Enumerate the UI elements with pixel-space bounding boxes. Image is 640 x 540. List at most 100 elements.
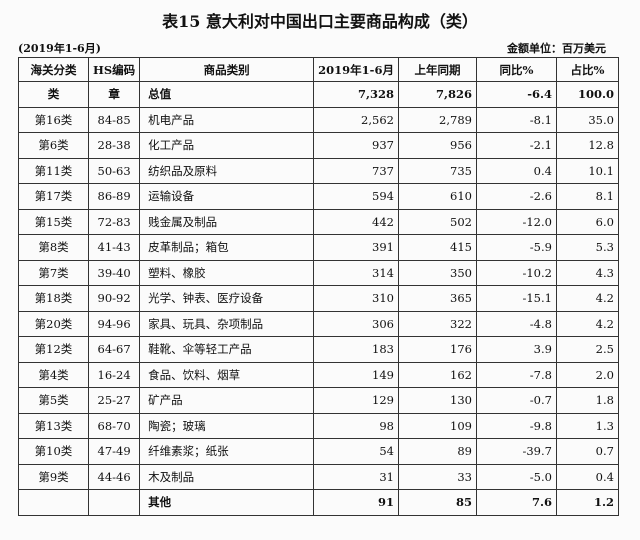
table-row: 第10类 47-49 纤维素浆；纸张 54 89 -39.7 0.7 — [18, 438, 619, 465]
cell: 第15类 — [18, 208, 89, 235]
table-row: 第12类 64-67 鞋靴、伞等轻工产品 183 176 3.9 2.5 — [18, 336, 619, 363]
cell: 176 — [397, 336, 477, 363]
cell: 314 — [313, 259, 399, 286]
cell: 68-70 — [87, 412, 141, 439]
cell: 2.0 — [555, 361, 619, 388]
header-cell: 2019年1-6月 — [313, 57, 399, 82]
header-cell: HS编码 — [87, 57, 141, 82]
cell: 第18类 — [18, 285, 89, 312]
cell: 家具、玩具、杂项制品 — [139, 310, 315, 337]
cell: -12.0 — [475, 208, 557, 235]
cell: 7.6 — [475, 489, 557, 516]
cell: 109 — [397, 412, 477, 439]
cell: 类 — [18, 81, 89, 108]
cell: 31 — [313, 463, 399, 490]
cell: 415 — [397, 234, 477, 261]
cell: 91 — [313, 489, 399, 516]
cell: -15.1 — [475, 285, 557, 312]
cell: -7.8 — [475, 361, 557, 388]
cell: 84-85 — [87, 106, 141, 133]
cell: 其他 — [139, 489, 315, 516]
table-row: 类章总值 7,328 7,826 -6.4 100.0 — [18, 81, 619, 108]
cell: -10.2 — [475, 259, 557, 286]
cell: 47-49 — [87, 438, 141, 465]
cell: 鞋靴、伞等轻工产品 — [139, 336, 315, 363]
cell: -4.8 — [475, 310, 557, 337]
cell: 162 — [397, 361, 477, 388]
cell: 第8类 — [18, 234, 89, 261]
table-row: 第4类 16-24 食品、饮料、烟草 149 162 -7.8 2.0 — [18, 361, 619, 388]
cell: 100.0 — [555, 81, 619, 108]
cell: 90-92 — [87, 285, 141, 312]
cell: 33 — [397, 463, 477, 490]
cell: 12.8 — [555, 132, 619, 159]
cell: 纤维素浆；纸张 — [139, 438, 315, 465]
cell: 7,826 — [397, 81, 477, 108]
cell: 4.3 — [555, 259, 619, 286]
cell: 0.7 — [555, 438, 619, 465]
unit: 金额单位：百万美元 — [507, 42, 606, 55]
table-row: 第15类 72-83 贱金属及制品 442 502 -12.0 6.0 — [18, 208, 619, 235]
title: 表15 意大利对中国出口主要商品构成（类） — [162, 12, 478, 31]
table-row: 第9类 44-46 木及制品 31 33 -5.0 0.4 — [18, 463, 619, 490]
cell: 2,789 — [397, 106, 477, 133]
cell: 第20类 — [18, 310, 89, 337]
period: (2019年1-6月) — [18, 42, 101, 55]
cell: 4.2 — [555, 310, 619, 337]
cell: -39.7 — [475, 438, 557, 465]
cell: 25-27 — [87, 387, 141, 414]
table-row: 第18类 90-92 光学、钟表、医疗设备 310 365 -15.1 4.2 — [18, 285, 619, 312]
cell: 28-38 — [87, 132, 141, 159]
cell: 306 — [313, 310, 399, 337]
cell: 化工产品 — [139, 132, 315, 159]
cell: 第13类 — [18, 412, 89, 439]
table-row: 第17类 86-89 运输设备 594 610 -2.6 8.1 — [18, 183, 619, 210]
header-row: 海关分类 HS编码 商品类别 2019年1-6月 上年同期 同比% 占比% — [18, 57, 619, 82]
cell: 7,328 — [313, 81, 399, 108]
cell: 183 — [313, 336, 399, 363]
cell: -2.6 — [475, 183, 557, 210]
cell: 8.1 — [555, 183, 619, 210]
cell: 纺织品及原料 — [139, 157, 315, 184]
cell: 735 — [397, 157, 477, 184]
cell: 矿产品 — [139, 387, 315, 414]
cell: 89 — [397, 438, 477, 465]
cell: 72-83 — [87, 208, 141, 235]
cell: 35.0 — [555, 106, 619, 133]
cell: 0.4 — [555, 463, 619, 490]
cell: 41-43 — [87, 234, 141, 261]
cell: 54 — [313, 438, 399, 465]
cell: 陶瓷；玻璃 — [139, 412, 315, 439]
cell: 0.4 — [475, 157, 557, 184]
table-row: 第13类 68-70 陶瓷；玻璃 98 109 -9.8 1.3 — [18, 412, 619, 439]
cell: 贱金属及制品 — [139, 208, 315, 235]
cell: 第17类 — [18, 183, 89, 210]
cell: 322 — [397, 310, 477, 337]
cell: 皮革制品；箱包 — [139, 234, 315, 261]
cell: -5.9 — [475, 234, 557, 261]
cell: 6.0 — [555, 208, 619, 235]
cell: 机电产品 — [139, 106, 315, 133]
table-row: 第6类 28-38 化工产品 937 956 -2.1 12.8 — [18, 132, 619, 159]
header-cell: 商品类别 — [139, 57, 315, 82]
cell: -2.1 — [475, 132, 557, 159]
cell: 129 — [313, 387, 399, 414]
table-row: 第7类 39-40 塑料、橡胶 314 350 -10.2 4.3 — [18, 259, 619, 286]
table-body: 类章总值 7,328 7,826 -6.4 100.0 第16类 84-85 机电产品 2,56… — [18, 81, 619, 516]
cell: 2,562 — [313, 106, 399, 133]
cell: 502 — [397, 208, 477, 235]
cell: 50-63 — [87, 157, 141, 184]
cell: 937 — [313, 132, 399, 159]
cell: 第11类 — [18, 157, 89, 184]
cell: 第6类 — [18, 132, 89, 159]
table-row: 其他 91 85 7.6 1.2 — [18, 489, 619, 516]
cell: 365 — [397, 285, 477, 312]
cell: 39-40 — [87, 259, 141, 286]
cell: 第16类 — [18, 106, 89, 133]
cell: 塑料、橡胶 — [139, 259, 315, 286]
cell: 64-67 — [87, 336, 141, 363]
cell: 94-96 — [87, 310, 141, 337]
cell: 1.8 — [555, 387, 619, 414]
cell: 第7类 — [18, 259, 89, 286]
